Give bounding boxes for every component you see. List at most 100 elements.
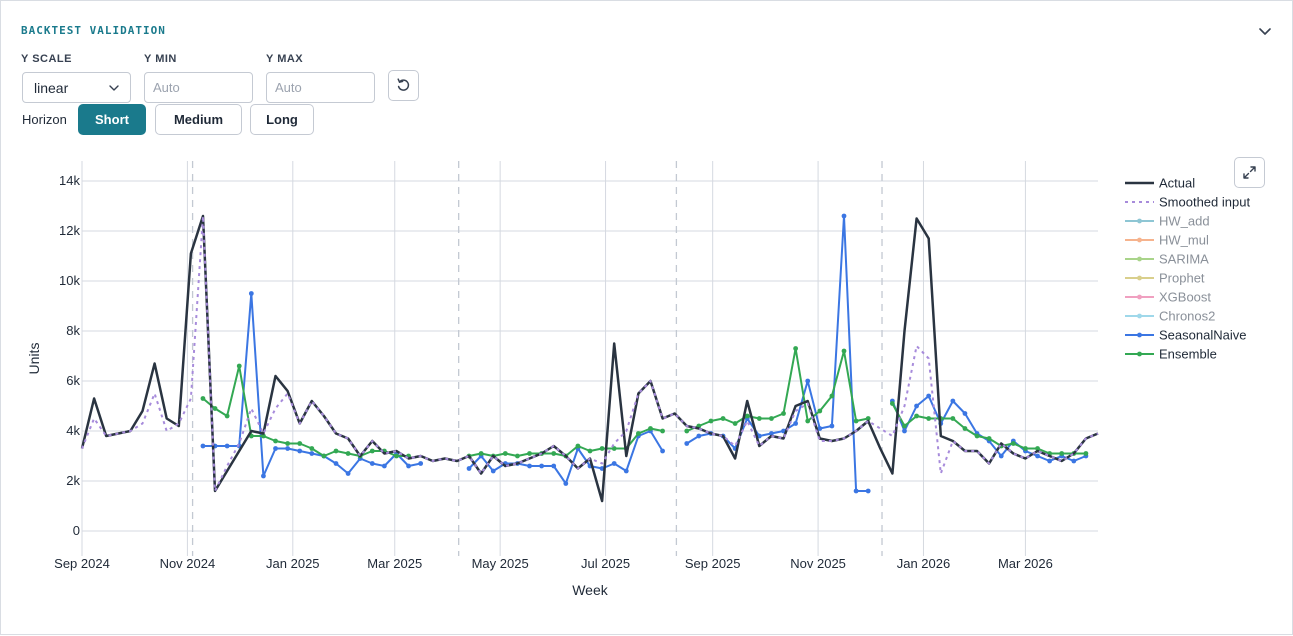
legend-label-chronos2: Chronos2: [1159, 309, 1215, 324]
y-max-input[interactable]: [266, 72, 375, 103]
series-point-ensemble: [720, 416, 726, 421]
series-point-seasonalnaive: [926, 393, 932, 399]
series-point-ensemble: [744, 413, 750, 419]
legend-marker-hw-add: [1137, 218, 1142, 224]
y-axis-title: Units: [26, 343, 42, 375]
series-point-ensemble: [648, 426, 653, 431]
x-tick-label: Jan 2026: [897, 556, 951, 571]
horizon-label: Horizon: [22, 112, 67, 127]
y-tick-label: 6k: [66, 373, 80, 388]
series-point-seasonalnaive: [490, 468, 496, 474]
x-tick-label: Sep 2024: [54, 556, 110, 571]
reset-button[interactable]: [388, 70, 419, 101]
series-point-ensemble: [853, 418, 859, 424]
series-point-ensemble: [212, 406, 218, 411]
series-point-ensemble: [333, 448, 339, 454]
legend-marker-seasonalnaive: [1137, 332, 1142, 338]
series-point-ensemble: [841, 348, 847, 354]
series-point-seasonalnaive: [551, 463, 557, 469]
horizon-medium-button[interactable]: Medium: [155, 104, 242, 135]
series-point-ensemble: [769, 416, 774, 421]
series-point-seasonalnaive: [1071, 458, 1077, 464]
chevron-down-icon: [1259, 28, 1271, 35]
series-point-seasonalnaive: [466, 466, 472, 471]
x-tick-label: Sep 2025: [685, 556, 741, 571]
series-point-ensemble: [829, 393, 835, 399]
series-point-ensemble: [297, 441, 303, 446]
series-point-ensemble: [599, 446, 605, 451]
y-scale-select[interactable]: linear: [22, 72, 131, 103]
collapse-button[interactable]: [1255, 21, 1275, 41]
y-tick-label: 14k: [59, 173, 80, 188]
series-point-seasonalnaive: [841, 213, 847, 219]
series-point-seasonalnaive: [224, 443, 230, 449]
series-point-ensemble: [817, 408, 823, 414]
series-point-seasonalnaive: [696, 433, 702, 439]
expand-icon: [1243, 166, 1256, 179]
legend-label-prophet: Prophet: [1159, 271, 1205, 286]
series-point-seasonalnaive: [261, 473, 266, 479]
horizon-short-button[interactable]: Short: [78, 104, 146, 135]
legend-label-sarima: SARIMA: [1159, 252, 1209, 267]
series-point-seasonalnaive: [684, 441, 690, 446]
series-point-seasonalnaive: [333, 461, 339, 466]
y-max-label: Y MAX: [266, 53, 304, 65]
series-line-seasonalnaive: [891, 395, 1087, 462]
series-point-seasonalnaive: [273, 446, 278, 451]
series-point-ensemble: [345, 451, 351, 456]
legend-marker-ensemble: [1137, 351, 1142, 357]
series-point-ensemble: [793, 346, 799, 351]
series-point-seasonalnaive: [611, 461, 617, 466]
series-point-seasonalnaive: [962, 411, 968, 416]
series-point-ensemble: [261, 433, 266, 439]
y-scale-value: linear: [34, 80, 69, 96]
x-tick-label: Nov 2025: [790, 556, 846, 571]
series-point-ensemble: [285, 441, 291, 446]
x-tick-label: May 2025: [472, 556, 529, 571]
series-point-ensemble: [1023, 446, 1028, 451]
series-point-ensemble: [1059, 451, 1065, 456]
series-point-seasonalnaive: [914, 403, 919, 409]
series-point-ensemble: [527, 451, 532, 456]
series-point-seasonalnaive: [902, 428, 907, 434]
series-point-seasonalnaive: [309, 451, 315, 456]
x-tick-label: Mar 2025: [367, 556, 422, 571]
series-point-seasonalnaive: [539, 463, 545, 469]
legend-label-actual: Actual: [1159, 176, 1195, 191]
series-point-seasonalnaive: [950, 398, 956, 404]
series-point-seasonalnaive: [527, 463, 532, 469]
x-tick-label: Nov 2024: [160, 556, 216, 571]
series-point-ensemble: [914, 413, 919, 419]
series-point-seasonalnaive: [297, 448, 303, 454]
series-point-ensemble: [369, 448, 375, 454]
series-point-ensemble: [515, 453, 520, 459]
series-point-ensemble: [660, 428, 665, 434]
y-tick-label: 8k: [66, 323, 80, 338]
expand-chart-button[interactable]: [1234, 157, 1265, 188]
y-min-input[interactable]: [144, 72, 253, 103]
series-point-seasonalnaive: [805, 378, 811, 384]
series-line-seasonalnaive: [686, 215, 869, 492]
x-tick-label: Jul 2025: [581, 556, 630, 571]
series-point-ensemble: [889, 401, 895, 406]
series-point-seasonalnaive: [1035, 453, 1040, 459]
series-point-ensemble: [587, 448, 593, 454]
series-point-ensemble: [575, 443, 581, 449]
series-point-seasonalnaive: [418, 461, 424, 466]
series-point-ensemble: [805, 418, 811, 424]
series-point-ensemble: [1010, 441, 1016, 446]
series-point-ensemble: [986, 436, 992, 441]
series-point-seasonalnaive: [563, 481, 569, 486]
y-tick-label: 0: [73, 523, 80, 538]
horizon-long-button[interactable]: Long: [250, 104, 314, 135]
legend-label-hw-mul: HW_mul: [1159, 233, 1209, 248]
series-line-ensemble: [686, 347, 869, 432]
series-point-seasonalnaive: [853, 488, 859, 494]
series-point-ensemble: [902, 423, 907, 429]
section-title: BACKTEST VALIDATION: [21, 24, 166, 37]
series-point-ensemble: [502, 451, 508, 456]
reset-icon: [397, 78, 410, 91]
x-axis-title: Week: [572, 582, 609, 598]
